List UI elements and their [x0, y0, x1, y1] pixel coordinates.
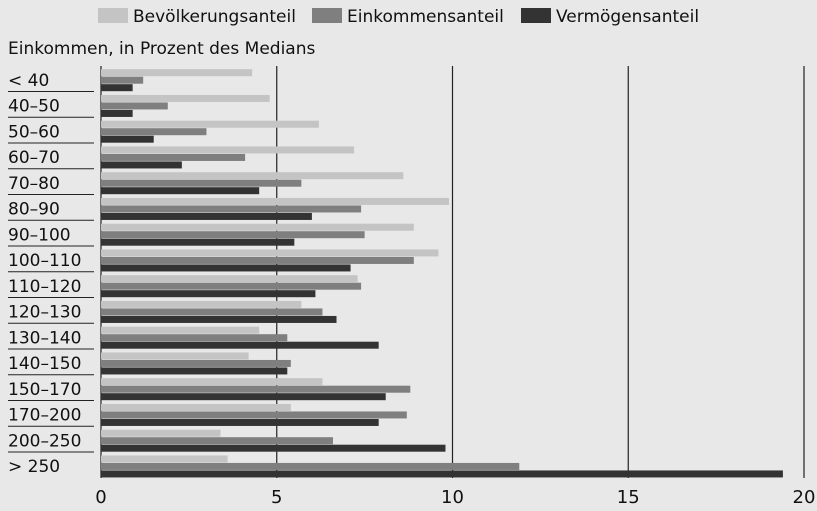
bar-bevölkerungsanteil-80-90 [101, 197, 449, 205]
bar-vermögensanteil-170-200 [101, 418, 379, 426]
category-label-50-60: 50–60 [8, 122, 60, 142]
bar-bevölkerungsanteil-140-150 [101, 352, 249, 360]
x-tick-label-20: 20 [793, 487, 816, 508]
bar-einkommensanteil-200-250 [101, 437, 333, 445]
bar-einkommensanteil-90-100 [101, 231, 365, 239]
bar-einkommensanteil-70-80 [101, 179, 302, 187]
x-tick-label-10: 10 [441, 487, 464, 508]
chart-subtitle: Einkommen, in Prozent des Medians [8, 39, 315, 59]
bar-bevölkerungsanteil-170-200 [101, 403, 291, 411]
bar-bevölkerungsanteil-250 [101, 455, 228, 463]
legend-swatch-bevölkerungsanteil [98, 8, 128, 23]
x-tick-labels: 0 5 10 15 20 [95, 487, 815, 508]
bar-einkommensanteil-40-50 [101, 102, 168, 110]
bar-vermögensanteil-200-250 [101, 444, 446, 452]
bar-vermögensanteil-60-70 [101, 161, 182, 169]
category-label-200-250: 200–250 [8, 431, 81, 451]
category-label-60-70: 60–70 [8, 148, 60, 168]
category-label-130-140: 130–140 [8, 328, 81, 348]
bar-vermögensanteil-50-60 [101, 135, 154, 143]
bar-bevölkerungsanteil-100-110 [101, 249, 439, 257]
bar-einkommensanteil-60-70 [101, 153, 246, 161]
category-label-120-130: 120–130 [8, 303, 81, 323]
bar-vermögensanteil-130-140 [101, 341, 379, 349]
category-label-150-170: 150–170 [8, 380, 81, 400]
bar-einkommensanteil-100-110 [101, 256, 414, 264]
legend-label-bevölkerungsanteil: Bevölkerungsanteil [133, 7, 296, 27]
bar-vermögensanteil-250 [101, 470, 783, 478]
bar-vermögensanteil-80-90 [101, 212, 312, 220]
bar-einkommensanteil-130-140 [101, 334, 288, 342]
category-label-70-80: 70–80 [8, 174, 60, 194]
x-tick-label-0: 0 [95, 487, 106, 508]
bar-bevölkerungsanteil-150-170 [101, 378, 323, 386]
category-label-250: > 250 [8, 457, 60, 477]
bar-vermögensanteil-90-100 [101, 238, 295, 246]
legend-label-vermögensanteil: Vermögensanteil [556, 7, 699, 27]
bar-vermögensanteil-40-50 [101, 109, 133, 117]
category-label-90-100: 90–100 [8, 225, 71, 245]
category-label-140-150: 140–150 [8, 354, 81, 374]
bar-bevölkerungsanteil-70-80 [101, 172, 404, 180]
bar-einkommensanteil-40 [101, 76, 144, 84]
category-labels: < 40 40–50 50–60 60–70 70–80 80–90 90–100 100–1… [8, 71, 94, 477]
category-label-40-50: 40–50 [8, 97, 60, 117]
category-label-110-120: 110–120 [8, 277, 81, 297]
category-label-80-90: 80–90 [8, 200, 60, 220]
bar-bevölkerungsanteil-110-120 [101, 275, 358, 283]
bar-vermögensanteil-140-150 [101, 367, 288, 375]
bar-bevölkerungsanteil-200-250 [101, 429, 221, 437]
category-label-170-200: 170–200 [8, 406, 81, 426]
bar-bevölkerungsanteil-90-100 [101, 223, 414, 231]
legend: Bevölkerungsanteil Einkommensanteil Vermög… [98, 7, 699, 27]
bar-bevölkerungsanteil-60-70 [101, 146, 355, 154]
bar-einkommensanteil-250 [101, 462, 520, 470]
bar-einkommensanteil-110-120 [101, 282, 362, 290]
bar-einkommensanteil-80-90 [101, 205, 362, 213]
bar-einkommensanteil-120-130 [101, 308, 323, 316]
bar-vermögensanteil-120-130 [101, 315, 337, 323]
bar-einkommensanteil-140-150 [101, 359, 291, 367]
bar-vermögensanteil-150-170 [101, 393, 386, 401]
bar-bevölkerungsanteil-40-50 [101, 94, 270, 102]
x-tick-label-15: 15 [617, 487, 640, 508]
bar-einkommensanteil-170-200 [101, 411, 407, 419]
bar-vermögensanteil-40 [101, 84, 133, 92]
category-label-100-110: 100–110 [8, 251, 81, 271]
category-label-40: < 40 [8, 71, 49, 91]
bar-einkommensanteil-50-60 [101, 128, 207, 136]
bar-vermögensanteil-100-110 [101, 264, 351, 272]
legend-swatch-einkommensanteil [312, 8, 342, 23]
legend-label-einkommensanteil: Einkommensanteil [347, 7, 504, 27]
bar-bevölkerungsanteil-120-130 [101, 300, 302, 308]
x-tick-label-5: 5 [271, 487, 282, 508]
bars [101, 69, 783, 478]
bar-vermögensanteil-70-80 [101, 187, 260, 195]
bar-bevölkerungsanteil-40 [101, 69, 253, 77]
legend-swatch-vermögensanteil [521, 8, 551, 23]
bar-bevölkerungsanteil-130-140 [101, 326, 260, 334]
bar-bevölkerungsanteil-50-60 [101, 120, 319, 128]
bar-vermögensanteil-110-120 [101, 290, 316, 298]
bar-einkommensanteil-150-170 [101, 385, 411, 393]
